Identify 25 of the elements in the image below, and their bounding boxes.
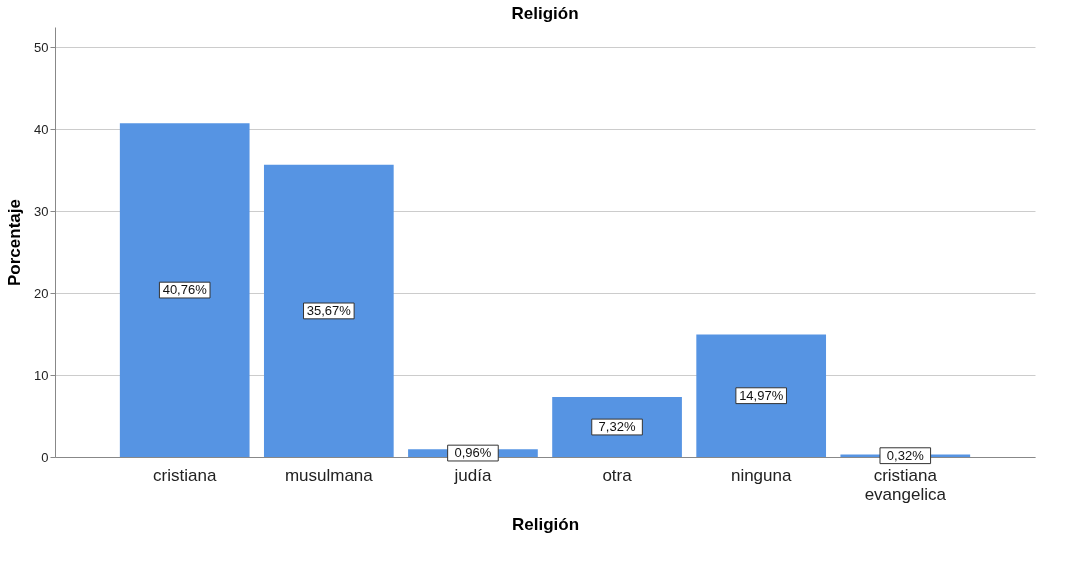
y-tick-label: 40 — [34, 121, 49, 137]
y-tick-label: 0 — [41, 449, 49, 465]
data-label: 0,96% — [454, 445, 492, 461]
x-tick-label: otra — [602, 465, 633, 485]
y-tick-label: 20 — [34, 285, 49, 301]
x-tick-label: cristiana evangelica — [864, 465, 947, 504]
y-axis-title: Porcentaje — [5, 199, 25, 286]
bar — [263, 164, 394, 457]
data-label: 14,97% — [739, 387, 784, 403]
data-label: 35,67% — [306, 302, 352, 318]
y-tick-label: 30 — [34, 203, 49, 219]
bar — [696, 334, 827, 457]
bar — [119, 123, 250, 457]
chart-title: Religión — [511, 4, 579, 23]
data-label: 40,76% — [162, 282, 208, 298]
x-tick-label: cristiana — [153, 465, 217, 485]
x-tick-label: judía — [453, 465, 492, 485]
x-axis-title: Religión — [511, 514, 580, 534]
bar — [552, 397, 682, 457]
x-tick-label: ninguna — [730, 465, 792, 485]
x-tick-label: musulmana — [284, 465, 374, 485]
y-tick-label: 10 — [34, 367, 49, 383]
data-label: 0,32% — [886, 447, 925, 463]
data-label: 7,32% — [598, 419, 636, 435]
y-tick-label: 50 — [34, 39, 49, 55]
